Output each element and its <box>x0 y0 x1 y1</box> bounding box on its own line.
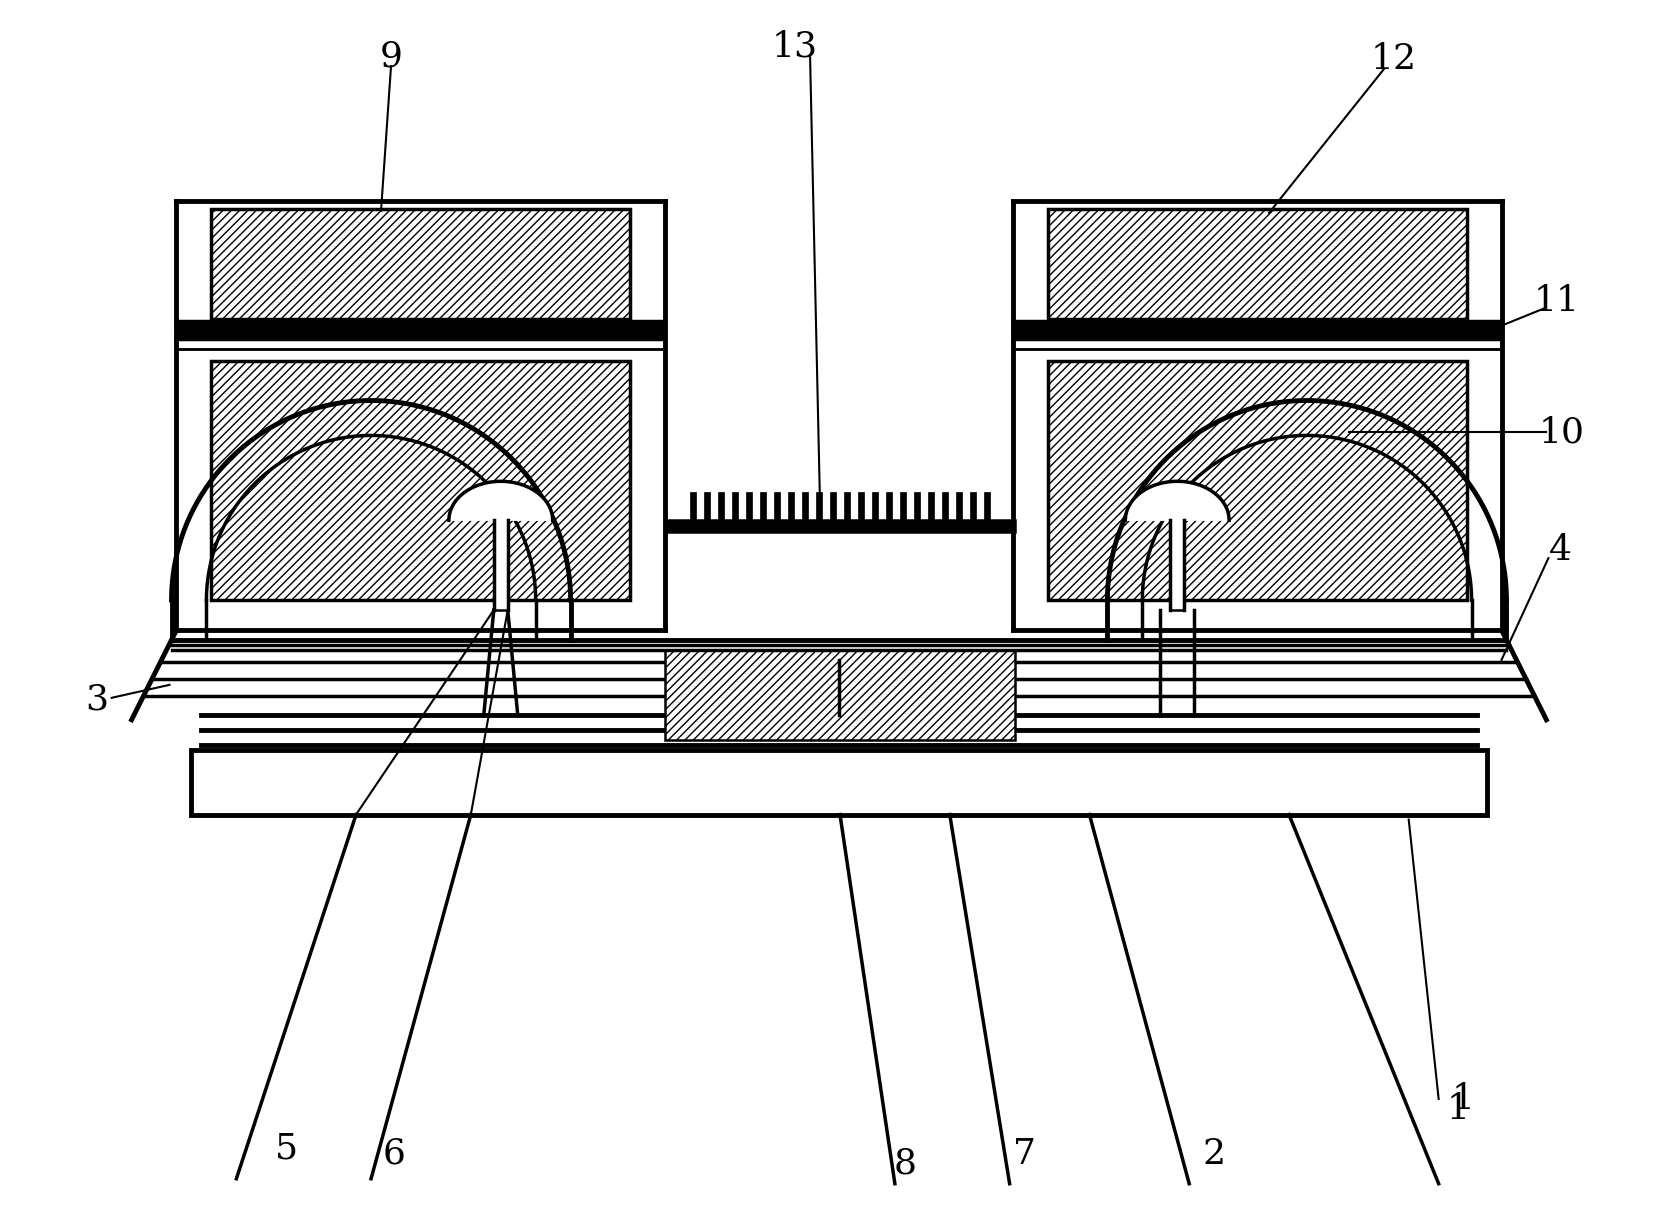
Bar <box>831 493 836 520</box>
Polygon shape <box>1126 482 1228 520</box>
Polygon shape <box>450 482 552 520</box>
Bar <box>915 493 920 520</box>
Bar <box>1047 209 1467 319</box>
Polygon shape <box>1107 400 1507 630</box>
Text: 8: 8 <box>893 1147 916 1180</box>
Bar <box>1047 361 1467 600</box>
Bar <box>176 339 666 349</box>
Text: 3: 3 <box>86 683 109 717</box>
Bar <box>211 361 631 600</box>
Bar <box>747 493 752 520</box>
Bar <box>666 650 1015 739</box>
Bar <box>718 493 725 520</box>
Polygon shape <box>171 400 571 630</box>
Bar <box>666 520 1015 532</box>
Text: 1: 1 <box>1446 1092 1470 1126</box>
Bar <box>844 493 851 520</box>
Bar <box>211 209 631 319</box>
Polygon shape <box>1170 520 1185 610</box>
Text: 2: 2 <box>1203 1137 1225 1170</box>
Bar <box>928 493 933 520</box>
Text: 10: 10 <box>1539 415 1584 450</box>
Text: 12: 12 <box>1371 42 1416 76</box>
Bar <box>886 493 893 520</box>
Bar <box>956 493 961 520</box>
Text: 6: 6 <box>383 1137 406 1170</box>
Bar <box>732 493 738 520</box>
Text: 5: 5 <box>275 1132 297 1165</box>
Bar <box>857 493 864 520</box>
Bar <box>941 493 948 520</box>
Bar <box>191 750 1487 814</box>
Bar <box>970 493 975 520</box>
Polygon shape <box>493 520 508 610</box>
Bar <box>1012 339 1502 349</box>
Bar <box>983 493 990 520</box>
Bar <box>705 493 710 520</box>
Bar <box>690 493 696 520</box>
Bar <box>873 493 878 520</box>
Text: 11: 11 <box>1534 283 1579 318</box>
Text: 9: 9 <box>379 39 403 73</box>
Text: 4: 4 <box>1549 533 1572 567</box>
Bar <box>899 493 906 520</box>
Bar <box>774 493 780 520</box>
Bar <box>789 493 794 520</box>
Text: 7: 7 <box>1014 1137 1035 1170</box>
Bar <box>760 493 767 520</box>
Text: 1: 1 <box>1451 1082 1475 1116</box>
Bar <box>176 320 666 339</box>
Bar <box>1012 320 1502 339</box>
Bar <box>802 493 809 520</box>
Bar <box>816 493 822 520</box>
Text: 13: 13 <box>772 30 819 63</box>
